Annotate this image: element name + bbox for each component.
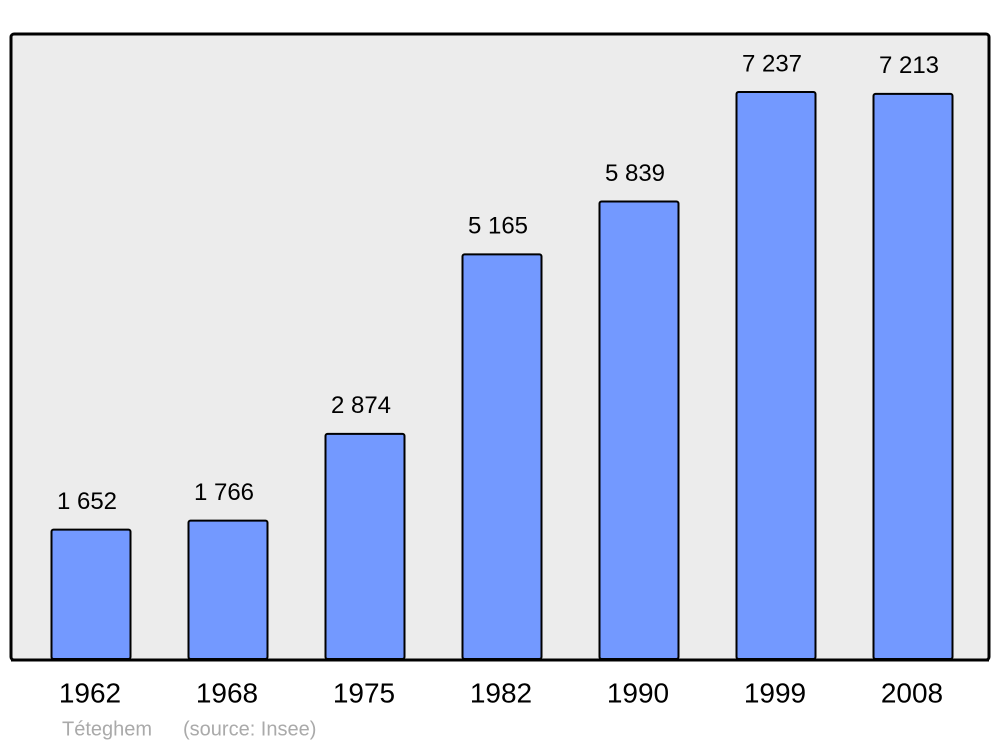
value-label: 7 213 xyxy=(879,52,939,79)
bar xyxy=(598,200,680,660)
x-tick-label: 1999 xyxy=(744,677,806,708)
value-label: 5 165 xyxy=(468,213,528,240)
bar xyxy=(50,528,132,660)
x-tick-label: 1990 xyxy=(607,677,669,708)
x-tick-label: 1968 xyxy=(196,677,258,708)
x-tick-label: 1962 xyxy=(59,677,121,708)
bar xyxy=(872,92,954,661)
x-tick-label: 1982 xyxy=(470,677,532,708)
value-label: 1 652 xyxy=(57,488,117,515)
value-label: 1 766 xyxy=(194,479,254,506)
bar xyxy=(461,253,543,660)
value-label: 7 237 xyxy=(742,50,802,77)
bar xyxy=(735,91,817,660)
value-label: 2 874 xyxy=(331,392,391,419)
bar xyxy=(324,432,406,660)
value-label: 5 839 xyxy=(605,160,665,187)
source-note: (source: Insee) xyxy=(183,718,316,740)
bar xyxy=(187,519,269,661)
x-tick-label: 2008 xyxy=(881,677,943,708)
x-tick-label: 1975 xyxy=(333,677,395,708)
place-name: Téteghem xyxy=(62,718,152,740)
